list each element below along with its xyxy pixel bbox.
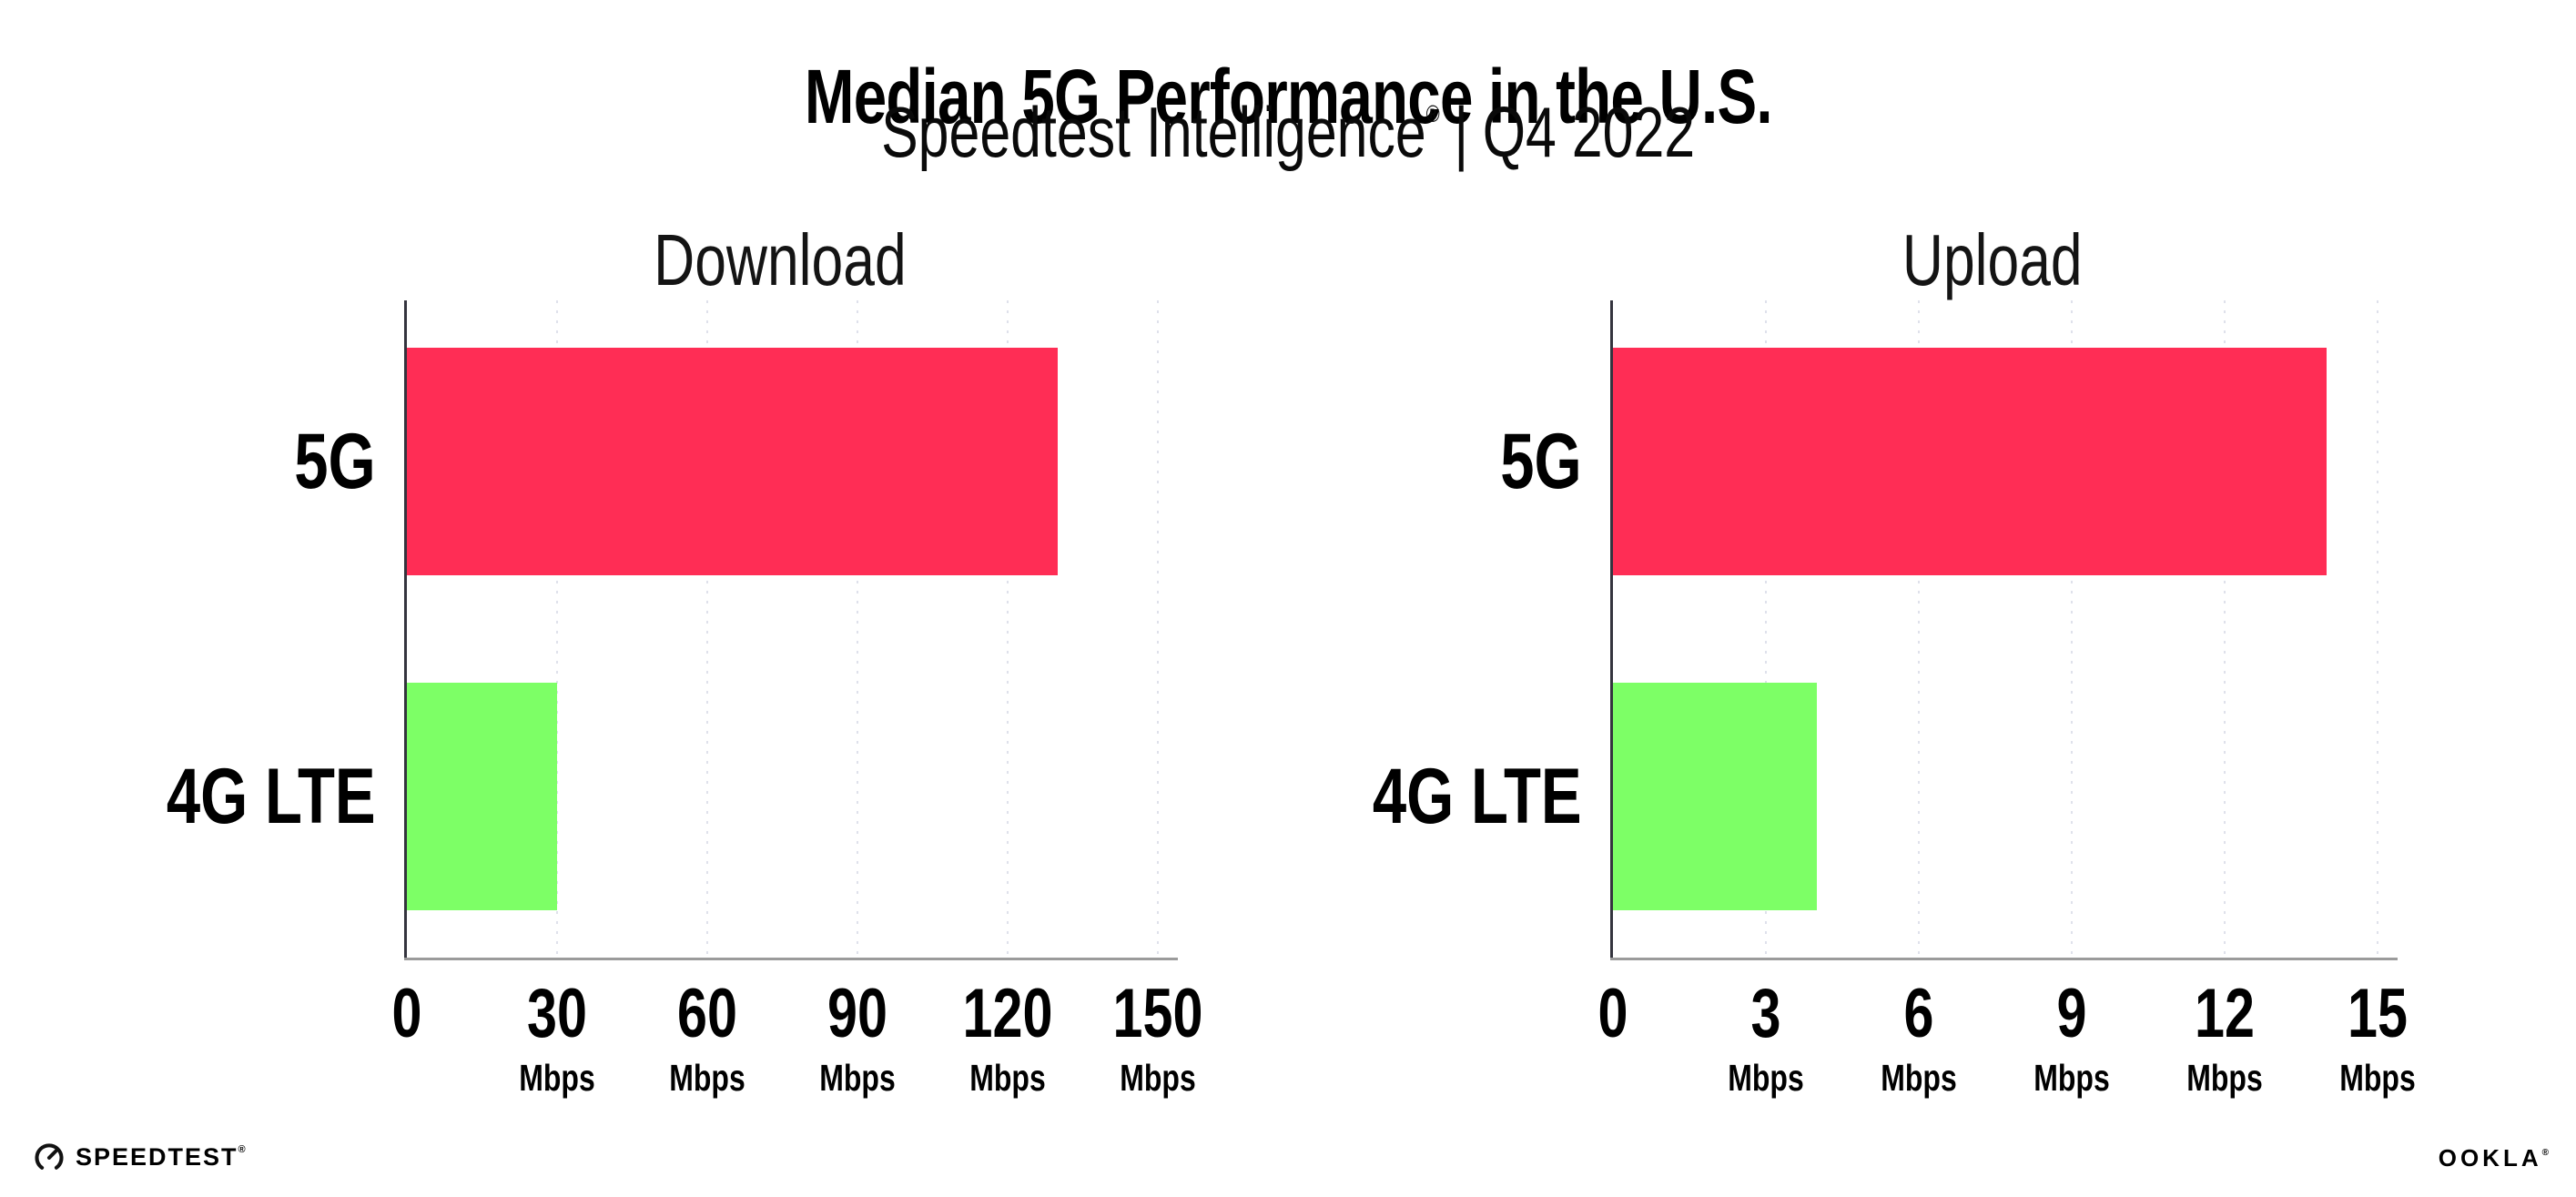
x-tick-value: 15 (2348, 975, 2408, 1052)
x-tick-label-90: 90 Mbps (808, 979, 906, 1097)
x-tick-unit: Mbps (969, 1057, 1046, 1099)
category-label-4g-lte-upload: 4G LTE (1313, 757, 1582, 836)
x-tick-unit: Mbps (1728, 1057, 1804, 1099)
x-tick-unit: Mbps (2186, 1057, 2263, 1099)
x-tick-label-120: 120 Mbps (950, 979, 1066, 1097)
page-title-text: Median 5G Performance in the U.S. (804, 54, 1773, 140)
gridline-3 (1765, 300, 1767, 958)
x-tick-value: 90 (827, 975, 887, 1052)
category-label-5g-download: 5G (271, 422, 376, 501)
x-tick-value: 30 (527, 975, 587, 1052)
x-tick-value: 9 (2056, 975, 2087, 1052)
x-tick-label-0: 0 (388, 979, 426, 1049)
gridline-12 (2224, 300, 2226, 958)
page-subtitle: Speedtest Intelligence® | Q4 2022 (0, 96, 2576, 167)
ookla-logo: OOKLA® (2439, 1146, 2549, 1170)
x-tick-label-3: 3 Mbps (1717, 979, 1814, 1097)
page-subtitle-text: Speedtest Intelligence® | Q4 2022 (881, 96, 1695, 167)
x-tick-value: 150 (1112, 975, 1203, 1052)
x-tick-label-9: 9 Mbps (2023, 979, 2120, 1097)
gridline-30 (556, 300, 558, 958)
x-axis-line-download (404, 958, 1178, 960)
gridline-6 (1918, 300, 1920, 958)
x-tick-label-150: 150 Mbps (1100, 979, 1216, 1097)
x-tick-unit: Mbps (819, 1057, 896, 1099)
ookla-trademark-symbol: ® (2541, 1148, 2549, 1158)
x-tick-label-12: 12 Mbps (2175, 979, 2273, 1097)
speedtest-trademark-symbol: ® (238, 1143, 246, 1155)
subtitle-divider: | (1454, 92, 1469, 172)
download-plot-area: 0 30 Mbps 60 Mbps 90 Mbps 120 Mbps 150 Mbps 5G 4G LT… (167, 300, 1202, 1097)
x-tick-unit: Mbps (669, 1057, 745, 1099)
x-tick-value: 12 (2195, 975, 2255, 1052)
gridline-120 (1007, 300, 1009, 958)
upload-chart-title: Upload (1610, 224, 2375, 297)
upload-chart: Upload 0 3 Mbps 6 Mbps 9 Mbps 12 Mbps 15 Mbps 5G 4G … (1297, 218, 2444, 1138)
category-label-text: 5G (294, 418, 376, 505)
gridline-90 (857, 300, 858, 958)
category-label-4g-lte-download: 4G LTE (107, 757, 376, 836)
category-label-5g-upload: 5G (1477, 422, 1582, 501)
subtitle-period: Q4 2022 (1482, 92, 1696, 172)
subtitle-brand: Speedtest Intelligence (880, 92, 1426, 172)
upload-plot-area: 0 3 Mbps 6 Mbps 9 Mbps 12 Mbps 15 Mbps 5G 4G LTE (1373, 300, 2416, 1097)
x-tick-value: 0 (1597, 975, 1628, 1052)
x-tick-unit: Mbps (1120, 1057, 1196, 1099)
page-title: Median 5G Performance in the U.S. (0, 58, 2576, 135)
x-axis-line-upload (1610, 958, 2398, 960)
x-tick-value: 3 (1750, 975, 1781, 1052)
gridline-60 (706, 300, 708, 958)
x-tick-unit: Mbps (519, 1057, 595, 1099)
x-tick-label-0: 0 (1594, 979, 1632, 1049)
bar-5g-upload (1613, 348, 2327, 575)
bar-4g-lte-upload (1613, 683, 1817, 910)
category-label-text: 4G LTE (1373, 753, 1582, 840)
download-chart-title: Download (404, 224, 1155, 297)
category-label-text: 5G (1500, 418, 1582, 505)
x-tick-label-6: 6 Mbps (1870, 979, 1967, 1097)
gridline-150 (1157, 300, 1159, 958)
speedtest-wordmark: SPEEDTEST® (76, 1142, 246, 1171)
x-tick-label-30: 30 Mbps (508, 979, 605, 1097)
gridline-9 (2071, 300, 2073, 958)
x-tick-unit: Mbps (2033, 1057, 2110, 1099)
download-chart: Download 0 30 Mbps 60 Mbps 90 Mbps 120 Mbps 150 Mb… (91, 218, 1238, 1138)
gridline-15 (2377, 300, 2378, 958)
x-tick-value: 60 (677, 975, 737, 1052)
speedtest-gauge-icon (33, 1141, 66, 1173)
download-chart-title-text: Download (653, 219, 907, 300)
x-tick-value: 120 (962, 975, 1053, 1052)
speedtest-wordmark-text: SPEEDTEST (76, 1142, 238, 1171)
x-tick-value: 0 (391, 975, 422, 1052)
category-label-text: 4G LTE (167, 753, 376, 840)
x-tick-label-60: 60 Mbps (658, 979, 756, 1097)
bar-5g-download (407, 348, 1058, 575)
x-tick-value: 6 (1903, 975, 1934, 1052)
upload-chart-title-text: Upload (1902, 219, 2083, 300)
speedtest-logo: SPEEDTEST® (33, 1141, 246, 1173)
x-tick-label-15: 15 Mbps (2328, 979, 2426, 1097)
x-tick-unit: Mbps (1881, 1057, 1957, 1099)
bar-4g-lte-download (407, 683, 557, 910)
registered-trademark-symbol: ® (1425, 100, 1440, 127)
x-tick-unit: Mbps (2339, 1057, 2416, 1099)
ookla-wordmark-text: OOKLA (2438, 1144, 2542, 1172)
